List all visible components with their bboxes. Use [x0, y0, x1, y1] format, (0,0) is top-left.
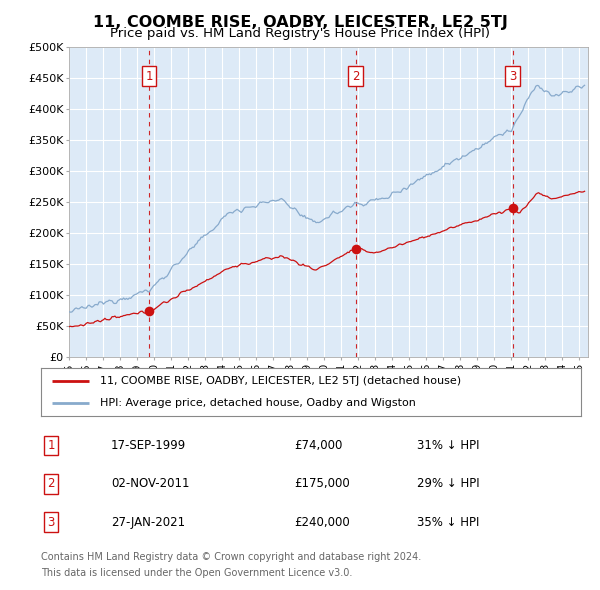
Text: 1: 1 [145, 70, 153, 83]
Text: £175,000: £175,000 [294, 477, 350, 490]
Text: 35% ↓ HPI: 35% ↓ HPI [417, 516, 479, 529]
Text: 11, COOMBE RISE, OADBY, LEICESTER, LE2 5TJ (detached house): 11, COOMBE RISE, OADBY, LEICESTER, LE2 5… [100, 376, 461, 386]
Text: 27-JAN-2021: 27-JAN-2021 [111, 516, 185, 529]
Text: 11, COOMBE RISE, OADBY, LEICESTER, LE2 5TJ: 11, COOMBE RISE, OADBY, LEICESTER, LE2 5… [92, 15, 508, 30]
Text: £74,000: £74,000 [294, 439, 343, 452]
Text: 2: 2 [352, 70, 359, 83]
Text: Contains HM Land Registry data © Crown copyright and database right 2024.: Contains HM Land Registry data © Crown c… [41, 552, 421, 562]
Text: This data is licensed under the Open Government Licence v3.0.: This data is licensed under the Open Gov… [41, 568, 352, 578]
Text: 29% ↓ HPI: 29% ↓ HPI [417, 477, 479, 490]
Text: Price paid vs. HM Land Registry's House Price Index (HPI): Price paid vs. HM Land Registry's House … [110, 27, 490, 40]
Text: 02-NOV-2011: 02-NOV-2011 [111, 477, 190, 490]
Text: £240,000: £240,000 [294, 516, 350, 529]
Text: 3: 3 [47, 516, 55, 529]
Text: 1: 1 [47, 439, 55, 452]
Text: HPI: Average price, detached house, Oadby and Wigston: HPI: Average price, detached house, Oadb… [100, 398, 416, 408]
Text: 3: 3 [509, 70, 517, 83]
Text: 17-SEP-1999: 17-SEP-1999 [111, 439, 186, 452]
Text: 31% ↓ HPI: 31% ↓ HPI [417, 439, 479, 452]
Text: 2: 2 [47, 477, 55, 490]
